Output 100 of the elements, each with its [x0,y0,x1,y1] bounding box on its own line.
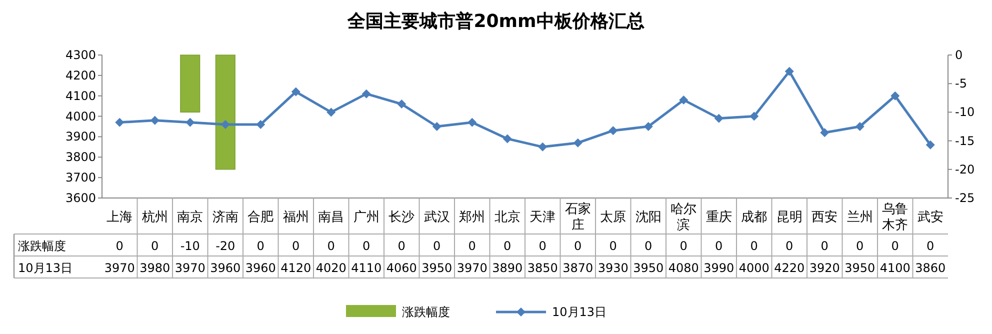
data-label: 0 [504,239,512,253]
x-tick-label: 兰州 [846,210,873,225]
data-label: 3960 [245,261,276,275]
y-tick-label: 3900 [65,130,96,144]
data-label: 0 [926,239,934,253]
y2-tick-label: 0 [955,48,963,62]
data-label: 3950 [844,261,876,275]
data-label: 0 [891,239,899,253]
data-label: 3990 [704,261,734,275]
x-tick-label: 太原 [600,210,626,225]
point [644,122,653,131]
y2-tick-label: -25 [955,191,975,205]
point [820,128,830,138]
data-label: 3970 [456,261,488,275]
point [573,138,582,148]
data-label: 3950 [422,261,452,275]
data-label: -10 [180,239,200,253]
x-tick-label: 上海 [106,210,133,225]
y-tick-label: 4300 [65,48,96,62]
data-label: 0 [362,239,370,253]
data-label: 4110 [351,261,382,275]
y2-tick-label: -15 [955,134,975,148]
point [714,114,724,123]
data-label: 0 [256,239,264,253]
chart-title: 全国主要城市普20mm中板价格汇总 [346,11,644,32]
x-tick-label: 成都 [741,210,768,225]
data-label: 3970 [104,261,135,275]
x-tick-label: 昆明 [776,210,802,225]
x-tick-label: 重庆 [706,210,732,225]
y-tick-label: 3600 [65,191,96,205]
point [926,140,935,150]
y-tick-label: 4200 [65,68,96,82]
point [150,116,160,125]
data-label: 4080 [668,261,699,275]
data-label: 0 [644,239,652,253]
x-tick-label: 南昌 [318,210,344,225]
y2-tick-label: -5 [955,76,967,91]
x-tick-label: 西安 [812,209,838,225]
legend-label: 涨跌幅度 [402,305,450,319]
data-label: 0 [151,239,159,253]
point [186,118,195,127]
text: 涨跌幅度 [18,239,66,253]
x-tick-label: 杭州 [140,210,168,225]
point [468,118,477,127]
point [502,134,512,144]
x-tick-label: 南京 [177,210,204,225]
data-label: 3890 [492,261,523,275]
x-tick-label: 福州 [282,210,309,225]
point [256,120,266,129]
data-label: 0 [327,239,335,253]
x-tick-label: 北京 [494,210,520,225]
x-tick-label: 武安 [917,209,944,225]
data-label: 3860 [915,261,946,275]
point [432,122,442,131]
point [890,91,900,100]
point [608,126,618,136]
data-label: 3970 [174,261,206,275]
x-tick-label: 武汉 [424,210,450,225]
y2-tick-label: -20 [955,162,975,176]
point [362,89,371,98]
data-label: -20 [216,239,236,253]
point [538,142,548,152]
data-label: 0 [116,239,124,253]
data-label: 0 [786,239,794,253]
data-label: 3980 [140,261,170,275]
data-label: 4100 [880,261,910,275]
point [750,112,759,121]
x-tick-label: 郑州 [459,210,486,225]
data-label: 3950 [633,261,664,275]
point [784,66,794,76]
point [397,100,406,109]
data-label: 0 [750,239,758,253]
x-tick-label: 长沙 [388,210,415,225]
data-label: 0 [856,239,864,253]
x-tick-label: 天津 [530,210,556,225]
data-label: 0 [820,239,828,253]
data-label: 3930 [598,261,628,275]
data-label: 4120 [280,261,312,275]
data-label: 4060 [386,261,417,275]
x-tick-label: 哈尔滨 [670,202,697,233]
text: 10月13日 [18,261,73,275]
data-label: 3920 [809,261,840,275]
y2-tick-label: -10 [955,105,975,120]
data-label: 4000 [738,261,770,275]
y-tick-label: 3700 [65,170,96,185]
data-label: 0 [715,239,723,253]
x-tick-label: 济南 [212,210,238,225]
data-label: 4220 [774,261,805,275]
data-label: 0 [538,239,546,253]
data-label: 3870 [562,261,594,275]
data-label: 3960 [210,261,241,275]
data-label: 0 [292,239,300,253]
legend-label: 10月13日 [552,305,607,319]
x-tick-label: 石家庄 [564,201,591,233]
data-label: 3850 [527,261,558,275]
data-label: 0 [680,239,688,253]
x-tick-label: 广州 [353,210,380,225]
x-tick-label: 乌鲁木齐 [882,202,908,233]
point [855,122,864,131]
data-label: 0 [609,239,617,253]
